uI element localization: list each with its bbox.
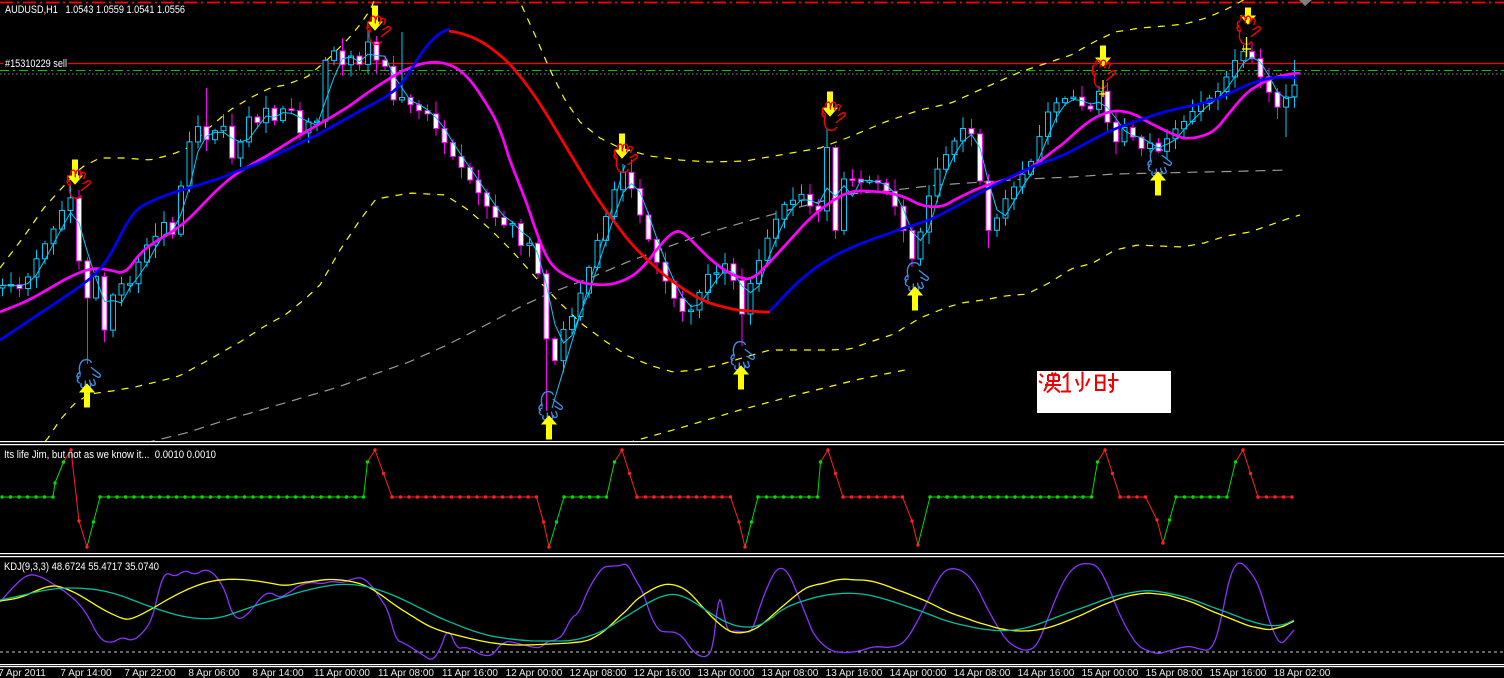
svg-text:15 Apr 16:00: 15 Apr 16:00 (1210, 668, 1267, 678)
svg-text:11 Apr 08:00: 11 Apr 08:00 (378, 668, 434, 678)
svg-text:11 Apr 00:00: 11 Apr 00:00 (314, 668, 370, 678)
svg-text:8 Apr 14:00: 8 Apr 14:00 (252, 668, 304, 678)
svg-text:15 Apr 00:00: 15 Apr 00:00 (1082, 668, 1139, 678)
svg-text:14 Apr 00:00: 14 Apr 00:00 (890, 668, 947, 678)
svg-text:13 Apr 16:00: 13 Apr 16:00 (826, 668, 883, 678)
svg-text:14 Apr 16:00: 14 Apr 16:00 (1018, 668, 1075, 678)
svg-text:7 Apr 22:00: 7 Apr 22:00 (124, 668, 176, 678)
svg-text:12 Apr 00:00: 12 Apr 00:00 (506, 668, 563, 678)
svg-text:12 Apr 16:00: 12 Apr 16:00 (634, 668, 691, 678)
svg-text:14 Apr 08:00: 14 Apr 08:00 (954, 668, 1011, 678)
svg-text:Its life Jim, but not as we kn: Its life Jim, but not as we know it... 0… (4, 449, 216, 461)
svg-text:KDJ(9,3,3) 48.6724 55.4717 35.: KDJ(9,3,3) 48.6724 55.4717 35.0740 (4, 561, 159, 573)
svg-text:18 Apr 02:00: 18 Apr 02:00 (1274, 668, 1331, 678)
svg-text:#15310229 sell: #15310229 sell (5, 58, 67, 70)
svg-text:12 Apr 08:00: 12 Apr 08:00 (570, 668, 627, 678)
svg-text:7 Apr 2011: 7 Apr 2011 (0, 668, 46, 678)
svg-text:15 Apr 08:00: 15 Apr 08:00 (1146, 668, 1203, 678)
svg-text:8 Apr 06:00: 8 Apr 06:00 (188, 668, 240, 678)
svg-text:7 Apr 14:00: 7 Apr 14:00 (60, 668, 112, 678)
svg-text:13 Apr 08:00: 13 Apr 08:00 (762, 668, 819, 678)
svg-text:11 Apr 16:00: 11 Apr 16:00 (442, 668, 498, 678)
svg-text:AUDUSD,H1 1.0543 1.0559 1.05: AUDUSD,H1 1.0543 1.0559 1.0541 1.0556 (5, 4, 185, 16)
svg-text:13 Apr 00:00: 13 Apr 00:00 (698, 668, 755, 678)
